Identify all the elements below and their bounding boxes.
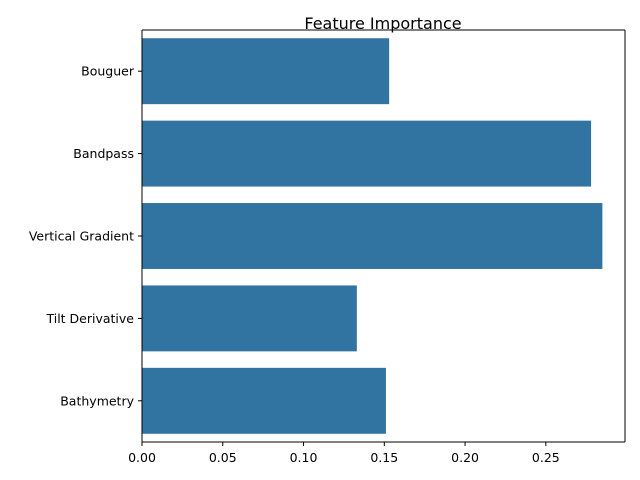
- y-tick-label-bathymetry: Bathymetry: [60, 393, 134, 408]
- y-tick-label-vertical-gradient: Vertical Gradient: [29, 229, 134, 244]
- x-tick-label: 0.20: [451, 450, 479, 465]
- y-tick-label-tilt-derivative: Tilt Derivative: [45, 311, 134, 326]
- bars-group: [142, 38, 603, 434]
- x-tick-label: 0.25: [532, 450, 560, 465]
- bar-tilt-derivative: [142, 285, 357, 352]
- y-tick-label-bandpass: Bandpass: [73, 146, 134, 161]
- bar-bandpass: [142, 120, 592, 187]
- y-axis-ticks: Bouguer Bandpass Vertical Gradient Tilt Der…: [29, 64, 142, 408]
- x-tick-label: 0.00: [128, 450, 156, 465]
- y-tick-label-bouguer: Bouguer: [81, 64, 135, 79]
- x-tick-label: 0.10: [290, 450, 318, 465]
- bar-bouguer: [142, 38, 390, 105]
- bar-vertical-gradient: [142, 203, 603, 269]
- x-tick-label: 0.05: [209, 450, 237, 465]
- x-axis-ticks: 0.00 0.05 0.10 0.15 0.20 0.25: [128, 442, 560, 465]
- chart-title: Feature Importance: [304, 14, 461, 33]
- bar-bathymetry: [142, 367, 386, 434]
- x-tick-label: 0.15: [370, 450, 398, 465]
